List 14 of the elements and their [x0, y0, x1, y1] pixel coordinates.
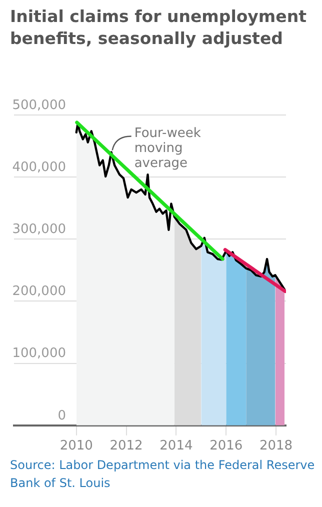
- y-tick-label: 500,000: [12, 98, 66, 113]
- y-tick-label: 200,000: [12, 284, 66, 300]
- y-tick-label: 0: [58, 408, 66, 424]
- y-tick-label: 400,000: [12, 160, 66, 175]
- y-tick-label: 300,000: [12, 222, 66, 238]
- source-note: Source: Labor Department via the Federal Reserve Bank of St. Louis: [10, 457, 315, 492]
- annotation: Four-week moving average: [134, 126, 202, 172]
- x-tick-label: 2012: [110, 438, 143, 454]
- x-tick-label: 2014: [160, 438, 193, 454]
- x-tick-label: 2018: [259, 438, 293, 454]
- chart-title: Initial claims for unemployment benefits, seasonally adjusted: [10, 6, 308, 50]
- y-tick-label: 100,000: [12, 346, 66, 362]
- x-tick-label: 2010: [60, 438, 93, 454]
- x-tick-label: 2016: [210, 438, 243, 454]
